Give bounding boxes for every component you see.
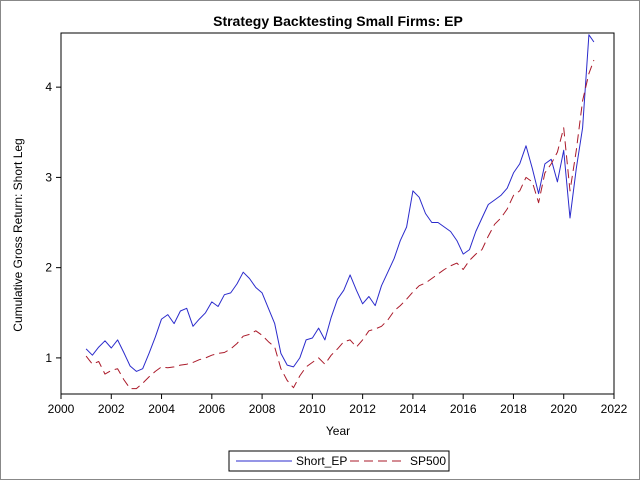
x-tick-label: 2018 xyxy=(500,402,527,416)
x-tick-label: 2022 xyxy=(601,402,628,416)
x-tick-label: 2006 xyxy=(198,402,225,416)
legend-label-sp500: SP500 xyxy=(410,454,446,468)
x-tick-label: 2008 xyxy=(249,402,276,416)
legend-box xyxy=(228,450,450,472)
x-axis: 2000 2002 2004 2006 2008 2010 2012 2014 2016 2018… xyxy=(48,394,628,416)
y-axis-label: Cumulative Gross Return: Short Leg xyxy=(11,138,25,331)
x-tick-label: 2010 xyxy=(299,402,326,416)
x-tick-label: 2012 xyxy=(349,402,376,416)
x-tick-label: 2016 xyxy=(450,402,477,416)
x-tick-label: 2000 xyxy=(48,402,75,416)
y-tick-label: 4 xyxy=(45,80,52,94)
x-axis-label: Year xyxy=(326,424,350,438)
legend-label-short-ep: Short_EP xyxy=(296,454,347,468)
x-tick-label: 2004 xyxy=(148,402,175,416)
y-tick-label: 3 xyxy=(45,170,52,184)
x-tick-label: 2002 xyxy=(98,402,125,416)
legend: Short_EP SP500 xyxy=(228,450,450,472)
series-layer xyxy=(85,34,595,390)
plot-area xyxy=(60,32,615,395)
y-axis: 1 2 3 4 xyxy=(45,80,61,365)
x-tick-label: 2020 xyxy=(550,402,577,416)
x-tick-label: 2014 xyxy=(400,402,427,416)
y-tick-label: 1 xyxy=(45,351,52,365)
series-line-sp500 xyxy=(85,59,595,390)
y-tick-label: 2 xyxy=(45,261,52,275)
chart-title: Strategy Backtesting Small Firms: EP xyxy=(213,13,463,29)
series-line-short-ep xyxy=(85,34,595,372)
